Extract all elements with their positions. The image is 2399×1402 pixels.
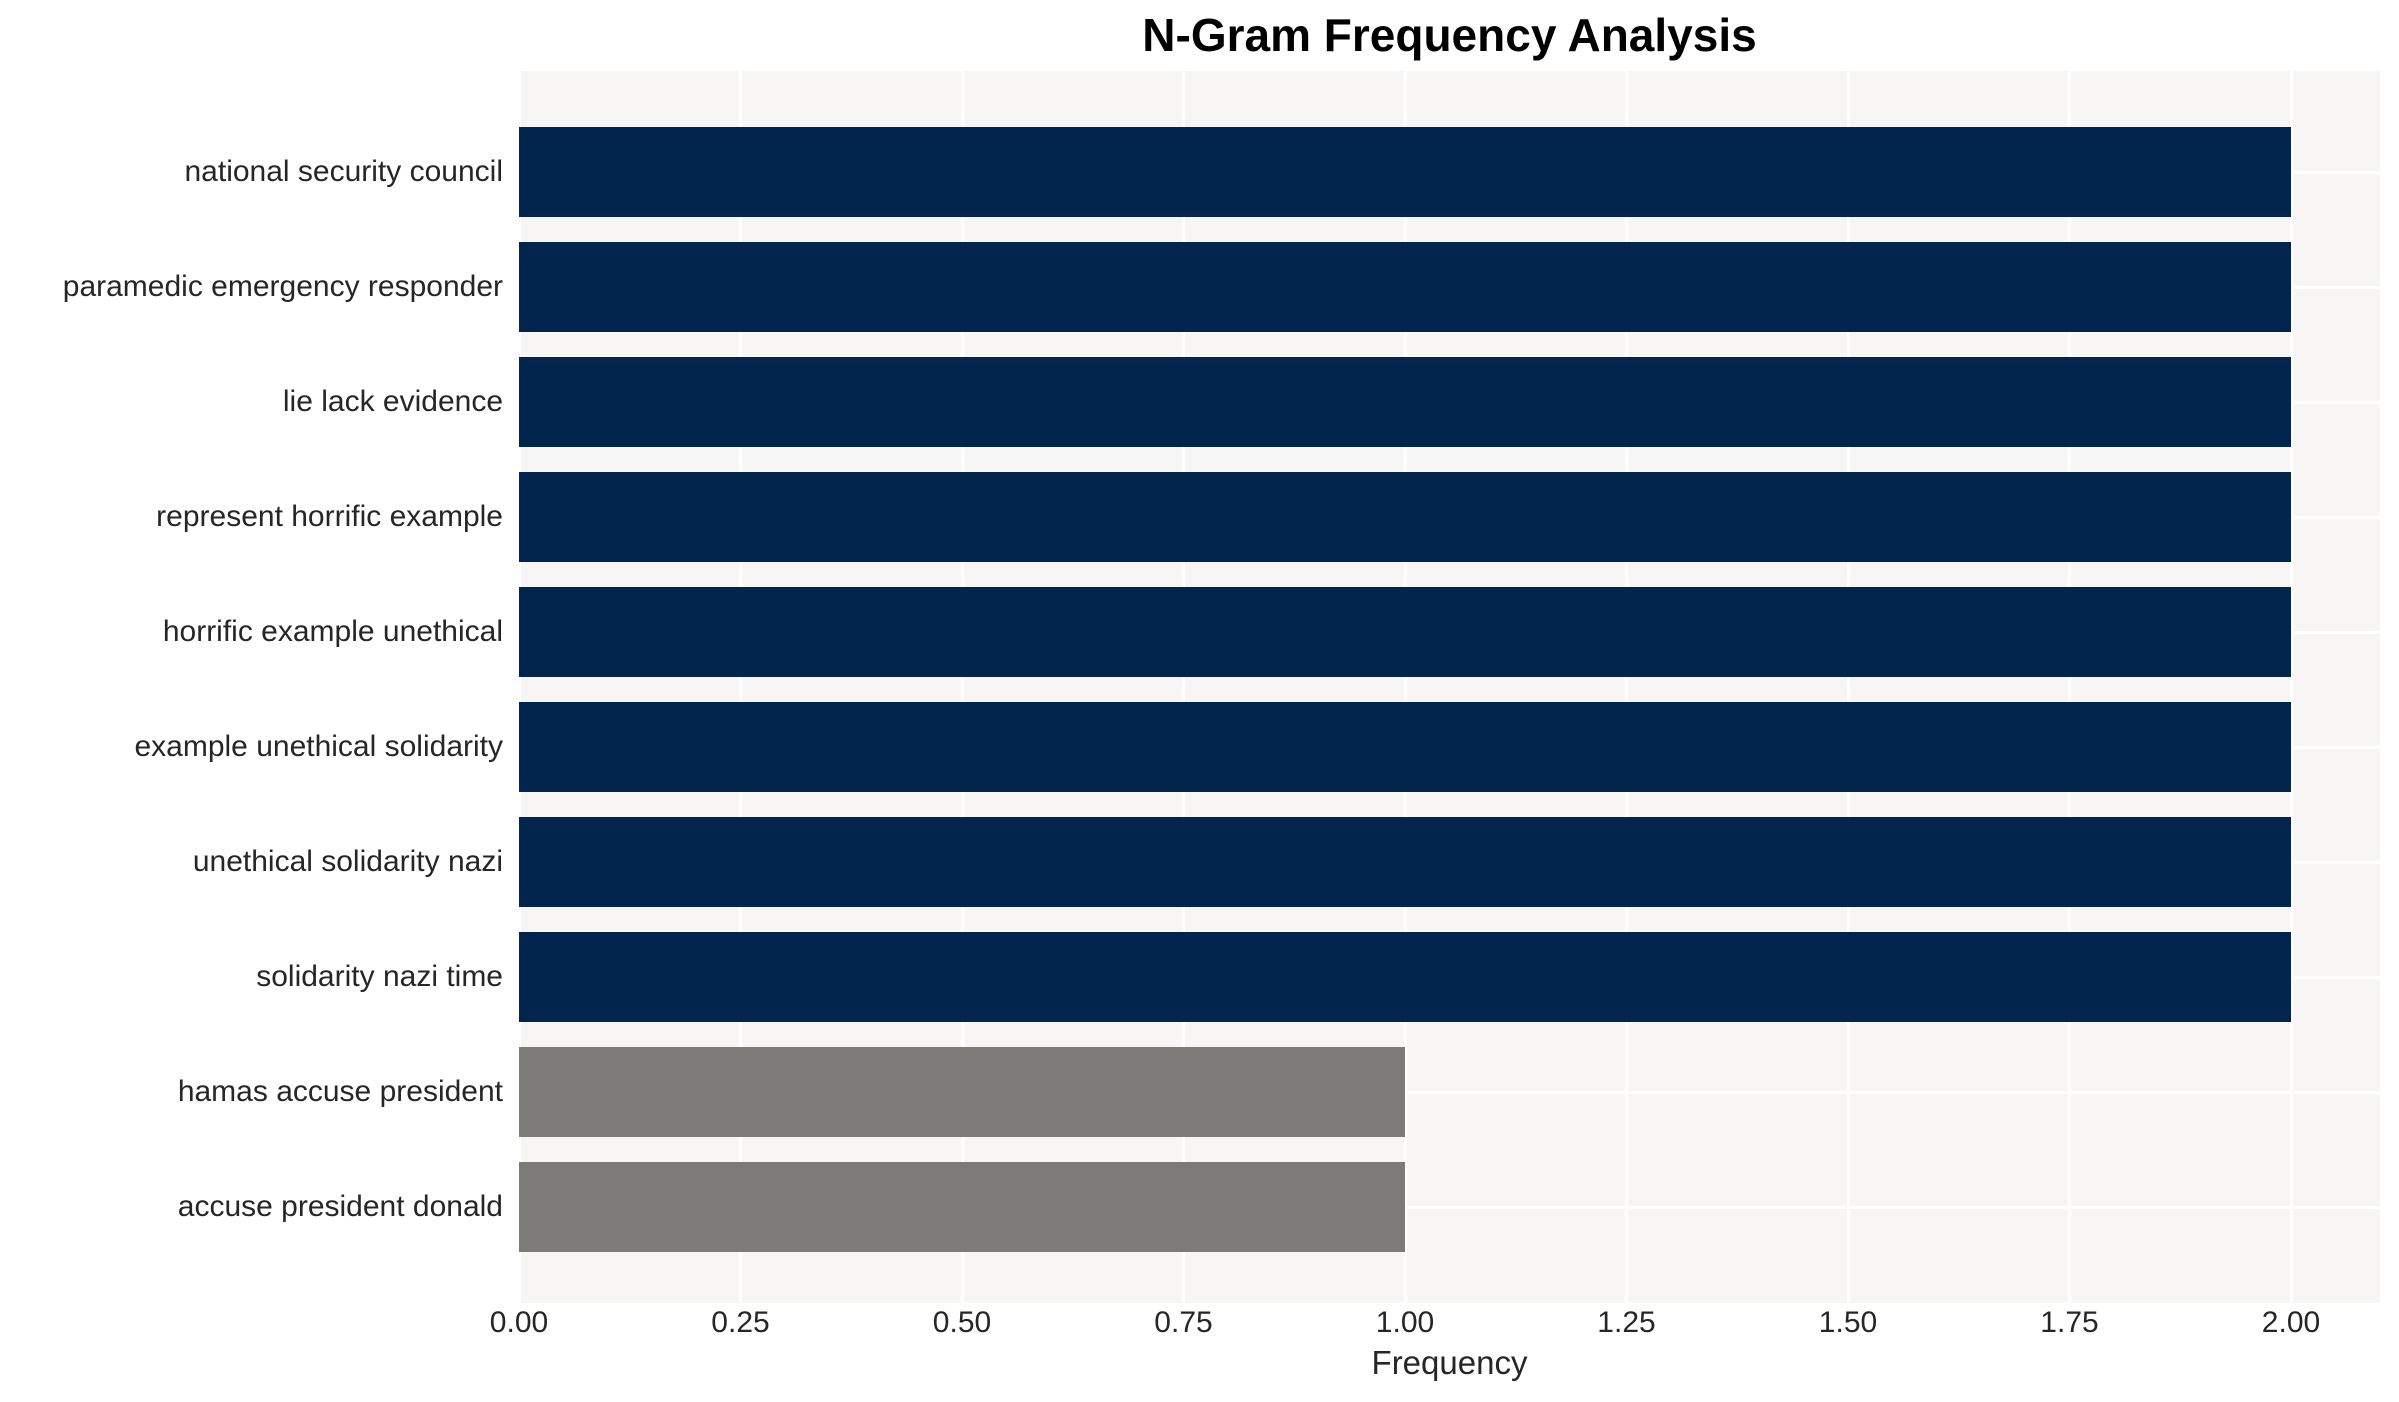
bar-paramedic-emergency-responder [519, 242, 2291, 332]
x-gridline-1 [1403, 71, 1407, 1303]
x-gridline-1.5 [1846, 71, 1850, 1303]
x-tick-1.00: 1.00 [1375, 1306, 1435, 1339]
x-tick-0.75: 0.75 [1154, 1306, 1213, 1339]
bar-example-unethical-solidarity [519, 702, 2291, 792]
bar-national-security-council [519, 127, 2291, 217]
x-tick-1.50: 1.50 [1818, 1306, 1878, 1339]
bar-lie-lack-evidence [519, 357, 2291, 447]
y-label-lie-lack-evidence: lie lack evidence [282, 385, 503, 418]
x-tick-0.25: 0.25 [711, 1306, 770, 1339]
y-gridline-accuse-president-donald [519, 1205, 2380, 1209]
x-gridline-0.5 [960, 71, 964, 1303]
bar-solidarity-nazi-time [519, 932, 2291, 1022]
y-gridline-hamas-accuse-president [519, 1090, 2380, 1094]
y-label-represent-horrific-example: represent horrific example [156, 500, 503, 533]
bar-horrific-example-unethical [519, 587, 2291, 677]
bar-represent-horrific-example [519, 472, 2291, 562]
x-tick-2.00: 2.00 [2261, 1306, 2321, 1339]
y-label-accuse-president-donald: accuse president donald [177, 1190, 503, 1223]
y-label-unethical-solidarity-nazi: unethical solidarity nazi [192, 845, 503, 878]
x-gridline-0.75 [1182, 71, 1185, 1303]
x-tick-0.00: 0.00 [489, 1306, 549, 1339]
x-tick-1.25: 1.25 [1597, 1306, 1656, 1339]
x-tick-1.75: 1.75 [2040, 1306, 2099, 1339]
bar-hamas-accuse-president [519, 1047, 1405, 1137]
bar-unethical-solidarity-nazi [519, 817, 2291, 907]
x-gridline-0 [519, 71, 521, 1303]
y-label-example-unethical-solidarity: example unethical solidarity [134, 730, 503, 763]
x-gridline-2 [2289, 71, 2293, 1303]
x-tick-0.50: 0.50 [932, 1306, 992, 1339]
plot-area [519, 71, 2380, 1303]
y-label-solidarity-nazi-time: solidarity nazi time [256, 960, 503, 993]
bar-accuse-president-donald [519, 1162, 1405, 1252]
y-label-national-security-council: national security council [184, 155, 503, 188]
y-label-paramedic-emergency-responder: paramedic emergency responder [62, 270, 503, 303]
x-gridline-0.25 [739, 71, 742, 1303]
x-axis-label: Frequency [1371, 1344, 1528, 1381]
chart-title: N-Gram Frequency Analysis [1142, 9, 1757, 61]
x-gridline-1.75 [2068, 71, 2071, 1303]
y-label-hamas-accuse-president: hamas accuse president [177, 1075, 503, 1108]
y-label-horrific-example-unethical: horrific example unethical [162, 615, 503, 648]
x-gridline-1.25 [1625, 71, 1628, 1303]
